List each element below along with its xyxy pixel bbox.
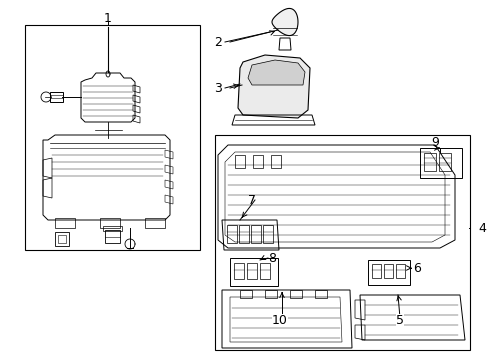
Bar	[226, 225, 237, 243]
Bar	[419, 148, 461, 178]
Bar	[215, 135, 469, 350]
Bar	[438, 153, 450, 171]
Bar	[367, 260, 409, 285]
Polygon shape	[271, 8, 297, 36]
Bar	[250, 225, 261, 243]
Bar	[229, 258, 278, 286]
Bar	[246, 263, 257, 279]
Text: 9: 9	[430, 136, 438, 149]
Text: 8: 8	[267, 252, 275, 265]
Text: 6: 6	[412, 261, 420, 274]
Bar	[423, 153, 435, 171]
Bar	[260, 263, 269, 279]
Bar	[239, 225, 248, 243]
Text: 5: 5	[395, 314, 403, 327]
Bar	[58, 235, 66, 243]
Bar	[395, 264, 404, 278]
Bar	[55, 232, 69, 246]
Text: 1: 1	[104, 12, 112, 24]
Text: 3: 3	[214, 81, 222, 94]
Polygon shape	[247, 60, 305, 85]
Bar	[234, 263, 244, 279]
Bar	[103, 226, 122, 231]
Text: 2: 2	[214, 36, 222, 49]
Polygon shape	[238, 55, 309, 118]
Bar	[371, 264, 380, 278]
Text: 4: 4	[477, 221, 485, 234]
Bar	[25, 25, 200, 250]
Bar	[263, 225, 272, 243]
Text: 10: 10	[271, 314, 287, 327]
Text: 7: 7	[247, 194, 256, 207]
Bar	[383, 264, 392, 278]
